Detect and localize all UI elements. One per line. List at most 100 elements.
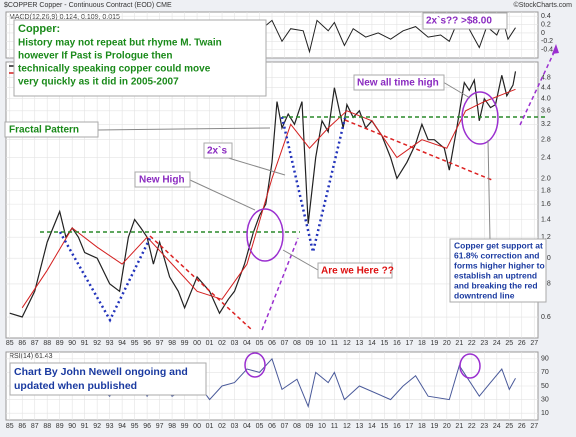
x-tick-label: 12 (343, 340, 351, 347)
y-tick-label: 1.6 (541, 201, 551, 208)
y-tick-label: 2.4 (541, 154, 551, 161)
x-tick-label: 18 (418, 423, 426, 430)
y-tick-label: 90 (541, 356, 549, 363)
x-tick-label: 86 (18, 340, 26, 347)
note-box (203, 142, 233, 159)
note-text: New High (139, 175, 185, 186)
note-text: and breaking the red (454, 280, 538, 290)
note-text: downtrend line (454, 290, 515, 300)
x-tick-label: 25 (505, 423, 513, 430)
x-tick-label: 90 (68, 340, 76, 347)
x-tick-label: 22 (468, 423, 476, 430)
x-tick-label: 23 (480, 423, 488, 430)
note-text: updated when published (14, 380, 137, 392)
x-tick-label: 17 (405, 423, 413, 430)
x-tick-label: 85 (6, 423, 14, 430)
x-tick-label: 11 (331, 340, 338, 347)
connector (224, 156, 286, 176)
rsi-title: RSI(14) 61.43 (9, 353, 53, 360)
x-tick-label: 92 (93, 340, 101, 347)
x-tick-label: 19 (430, 423, 438, 430)
y-tick-label: 1.4 (541, 216, 551, 223)
macd-title: MACD(12,26,9) 0.124, 0.109, 0.015 (9, 14, 120, 21)
x-tick-label: 87 (31, 340, 39, 347)
note-text: History may not repeat but rhyme M. Twai… (18, 38, 222, 49)
y-tick-label: 50 (541, 383, 549, 390)
x-tick-label: 00 (193, 423, 201, 430)
x-tick-label: 02 (218, 340, 226, 347)
x-tick-label: 96 (143, 340, 151, 347)
x-tick-label: 14 (368, 423, 376, 430)
x-tick-label: 26 (518, 423, 526, 430)
x-tick-label: 08 (293, 340, 301, 347)
series-line (21, 88, 516, 309)
x-tick-label: 11 (331, 423, 338, 430)
y-tick-label: 2.8 (541, 137, 551, 144)
highlight (246, 208, 284, 262)
x-tick-label: 86 (18, 423, 26, 430)
x-tick-label: 02 (218, 423, 226, 430)
note-text: 2x`s (207, 146, 227, 157)
x-tick-label: 09 (306, 423, 314, 430)
arrow-head (552, 44, 559, 54)
x-tick-label: 90 (68, 423, 76, 430)
x-tick-label: 14 (368, 340, 376, 347)
x-tick-label: 93 (106, 423, 114, 430)
y-tick-label: 30 (541, 396, 549, 403)
y-tick-label: 0.2 (541, 21, 551, 28)
x-tick-label: 13 (356, 340, 364, 347)
y-tick-label: 0.4 (541, 13, 551, 20)
projection-arrow (519, 47, 557, 126)
x-tick-label: 95 (131, 423, 139, 430)
connector (189, 179, 256, 211)
series-line (9, 71, 517, 318)
note-text: forms higher higher to (454, 260, 545, 270)
note-text: New all time high (357, 78, 439, 89)
x-tick-label: 98 (168, 340, 176, 347)
x-tick-label: 91 (81, 340, 89, 347)
x-tick-label: 01 (206, 423, 214, 430)
projection-arrow (261, 237, 299, 331)
x-tick-label: 13 (356, 423, 364, 430)
y-tick-label: 4.8 (541, 75, 551, 82)
x-tick-label: 89 (56, 340, 64, 347)
downtrend (344, 119, 493, 181)
x-tick-label: 92 (93, 423, 101, 430)
note-box (9, 362, 207, 396)
note-text: technically speaking copper could move (18, 64, 211, 75)
x-tick-label: 19 (430, 340, 438, 347)
y-tick-label: 0.6 (541, 314, 551, 321)
note-text: very quickly as it did in 2005-2007 (18, 77, 179, 88)
x-tick-label: 16 (393, 340, 401, 347)
x-tick-label: 05 (256, 423, 264, 430)
x-tick-label: 01 (206, 340, 214, 347)
note-text: Copper get support at (454, 240, 543, 250)
note-text: establish an uptrend (454, 270, 537, 280)
note-box (13, 19, 267, 97)
x-tick-label: 98 (168, 423, 176, 430)
highlight (244, 352, 266, 378)
y-tick-label: 3.2 (541, 121, 551, 128)
note-box (353, 74, 445, 91)
highlight (461, 91, 499, 145)
x-tick-label: 94 (118, 423, 126, 430)
x-tick-label: 15 (380, 423, 388, 430)
note-box (134, 171, 191, 188)
y-tick-label: 3.6 (541, 108, 551, 115)
connector (487, 139, 491, 241)
x-tick-label: 20 (443, 340, 451, 347)
x-tick-label: 26 (518, 340, 526, 347)
x-tick-label: 07 (281, 423, 289, 430)
x-tick-label: 27 (530, 340, 538, 347)
x-tick-label: 24 (493, 423, 501, 430)
x-tick-label: 93 (106, 340, 114, 347)
x-tick-label: 12 (343, 423, 351, 430)
y-tick-label: -0.4 (541, 46, 553, 53)
note-text: Fractal Pattern (9, 125, 79, 136)
x-tick-label: 17 (405, 340, 413, 347)
x-tick-label: 21 (455, 340, 463, 347)
y-tick-label: 4.4 (541, 85, 551, 92)
annotation-lines (40, 44, 559, 379)
